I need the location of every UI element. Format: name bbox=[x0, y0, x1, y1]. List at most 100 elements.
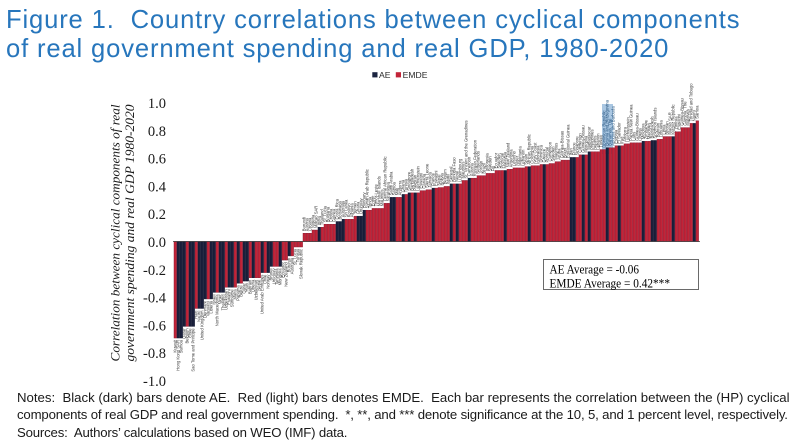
svg-text:-0.2: -0.2 bbox=[143, 263, 166, 279]
svg-text:Iran: Iran bbox=[569, 148, 574, 156]
svg-text:Austria: Austria bbox=[470, 162, 475, 176]
svg-text:Bahrain: Bahrain bbox=[248, 279, 253, 294]
svg-text:Guinea-Bissau: Guinea-Bissau bbox=[560, 130, 565, 158]
svg-text:Netherlands: Netherlands bbox=[476, 151, 481, 174]
svg-text:Portugal: Portugal bbox=[500, 153, 505, 169]
svg-text:Marshall Islands: Marshall Islands bbox=[377, 176, 382, 206]
svg-text:Philippines: Philippines bbox=[590, 129, 595, 149]
svg-text:Singapore: Singapore bbox=[407, 171, 412, 191]
svg-text:Nepal: Nepal bbox=[437, 174, 442, 185]
svg-text:Sierra Leone: Sierra Leone bbox=[425, 163, 430, 188]
svg-text:Bangladesh: Bangladesh bbox=[410, 168, 415, 191]
svg-text:Eswatini: Eswatini bbox=[419, 173, 424, 189]
svg-text:Liechtenstein: Liechtenstein bbox=[626, 117, 631, 142]
svg-text:Nigeria: Nigeria bbox=[311, 214, 316, 228]
svg-text:Samoa: Samoa bbox=[179, 339, 184, 353]
svg-text:Indonesia: Indonesia bbox=[485, 153, 490, 172]
svg-text:Thailand: Thailand bbox=[320, 209, 325, 226]
svg-text:Macao SAR: Macao SAR bbox=[668, 112, 673, 134]
svg-text:Croatia: Croatia bbox=[329, 208, 334, 222]
svg-text:Portugal: Portugal bbox=[545, 147, 550, 163]
svg-text:Fiji: Fiji bbox=[491, 166, 496, 171]
svg-text:France: France bbox=[572, 142, 577, 156]
svg-text:Estonia: Estonia bbox=[614, 129, 619, 144]
svg-text:Burundi: Burundi bbox=[287, 258, 292, 273]
svg-text:Eswatini: Eswatini bbox=[434, 170, 439, 186]
svg-text:Albania: Albania bbox=[350, 203, 355, 218]
svg-text:Austria: Austria bbox=[305, 217, 310, 231]
svg-text:Papua New Guinea: Papua New Guinea bbox=[629, 104, 634, 141]
svg-text:1.0: 1.0 bbox=[148, 96, 166, 112]
svg-text:Bahamas, The: Bahamas, The bbox=[608, 118, 613, 146]
svg-text:United Arab Emirates: United Arab Emirates bbox=[260, 275, 265, 315]
svg-text:Haiti: Haiti bbox=[194, 310, 199, 318]
svg-text:Nauru: Nauru bbox=[197, 310, 202, 322]
svg-text:Indonesia: Indonesia bbox=[536, 145, 541, 164]
svg-text:Moldova: Moldova bbox=[641, 123, 646, 139]
svg-text:Nepal: Nepal bbox=[257, 280, 262, 291]
svg-text:Lebanon: Lebanon bbox=[596, 133, 601, 150]
svg-text:Vanuatu: Vanuatu bbox=[206, 300, 211, 316]
svg-text:Malaysia: Malaysia bbox=[503, 151, 508, 168]
svg-text:Norway: Norway bbox=[266, 274, 271, 289]
svg-text:Slovak Republic: Slovak Republic bbox=[299, 249, 304, 279]
svg-text:Bahrain: Bahrain bbox=[656, 122, 661, 137]
svg-text:-0.8: -0.8 bbox=[143, 346, 166, 362]
svg-text:Colombia: Colombia bbox=[530, 145, 535, 163]
svg-text:Guinea-Bissau: Guinea-Bissau bbox=[635, 113, 640, 141]
svg-text:Singapore: Singapore bbox=[575, 136, 580, 156]
svg-text:Aruba: Aruba bbox=[557, 148, 562, 160]
svg-text:Botswana: Botswana bbox=[338, 200, 343, 219]
svg-text:Belize: Belize bbox=[239, 285, 244, 297]
svg-text:0.6: 0.6 bbox=[148, 152, 166, 168]
svg-text:India: India bbox=[317, 216, 322, 226]
svg-text:Costa Rica: Costa Rica bbox=[335, 198, 340, 219]
svg-text:Ghana: Ghana bbox=[401, 179, 406, 192]
svg-text:Qatar: Qatar bbox=[182, 328, 187, 339]
svg-text:Cameroon: Cameroon bbox=[578, 133, 583, 153]
svg-text:Madagascar: Madagascar bbox=[587, 126, 592, 150]
svg-text:Tunisia: Tunisia bbox=[296, 248, 301, 262]
svg-text:EMDE: EMDE bbox=[403, 70, 428, 80]
svg-text:Dominican Republic: Dominican Republic bbox=[602, 110, 607, 147]
svg-text:EMDE Average = 0.42***: EMDE Average = 0.42*** bbox=[550, 275, 671, 290]
svg-text:Nepal: Nepal bbox=[455, 171, 460, 182]
svg-text:Sri Lanka: Sri Lanka bbox=[344, 199, 349, 217]
svg-text:Spain: Spain bbox=[524, 153, 529, 164]
svg-text:Andorra: Andorra bbox=[623, 126, 628, 142]
svg-text:Panama: Panama bbox=[236, 285, 241, 301]
svg-text:France: France bbox=[431, 172, 436, 186]
svg-text:Antigua and Barbuda: Antigua and Barbuda bbox=[611, 106, 616, 146]
svg-text:Chile: Chile bbox=[188, 328, 193, 338]
svg-text:Ivory Coast: Ivory Coast bbox=[533, 142, 538, 164]
svg-text:Solomon Islands: Solomon Islands bbox=[653, 108, 658, 139]
svg-text:Sao Tome and Principe: Sao Tome and Principe bbox=[191, 328, 196, 372]
svg-text:Brazil: Brazil bbox=[563, 148, 568, 159]
svg-text:Cameroon: Cameroon bbox=[548, 141, 553, 161]
svg-text:North Macedonia: North Macedonia bbox=[215, 294, 220, 327]
svg-text:Belgium: Belgium bbox=[443, 169, 448, 185]
svg-text:Libya: Libya bbox=[662, 124, 667, 135]
svg-text:Guinea-Bissau: Guinea-Bissau bbox=[581, 125, 586, 153]
svg-text:Burkina Faso: Burkina Faso bbox=[452, 157, 457, 182]
svg-text:Maldives: Maldives bbox=[686, 109, 691, 126]
svg-text:Mali: Mali bbox=[395, 188, 400, 196]
svg-text:Israel: Israel bbox=[212, 294, 217, 304]
svg-text:New Zealand: New Zealand bbox=[284, 261, 289, 286]
svg-text:Senegal: Senegal bbox=[449, 166, 454, 181]
svg-text:Nicaragua: Nicaragua bbox=[386, 182, 391, 202]
svg-text:Liberia: Liberia bbox=[209, 300, 214, 313]
svg-text:Ecuador: Ecuador bbox=[281, 262, 286, 278]
svg-text:St. Lucia: St. Lucia bbox=[293, 248, 298, 265]
svg-text:Brunei: Brunei bbox=[269, 268, 274, 280]
svg-text:Saudi Arabia: Saudi Arabia bbox=[389, 171, 394, 195]
svg-text:Niger: Niger bbox=[515, 155, 520, 166]
svg-text:Egypt: Egypt bbox=[371, 195, 376, 207]
svg-text:Bhutan: Bhutan bbox=[665, 121, 670, 135]
svg-text:Cameroon: Cameroon bbox=[467, 156, 472, 176]
svg-text:0.8: 0.8 bbox=[148, 124, 166, 140]
svg-text:0.0: 0.0 bbox=[148, 235, 166, 251]
svg-text:Bolivia: Bolivia bbox=[440, 172, 445, 185]
svg-text:New Zealand: New Zealand bbox=[506, 142, 511, 167]
svg-text:St. Vincent and the Grenadines: St. Vincent and the Grenadines bbox=[464, 120, 469, 178]
